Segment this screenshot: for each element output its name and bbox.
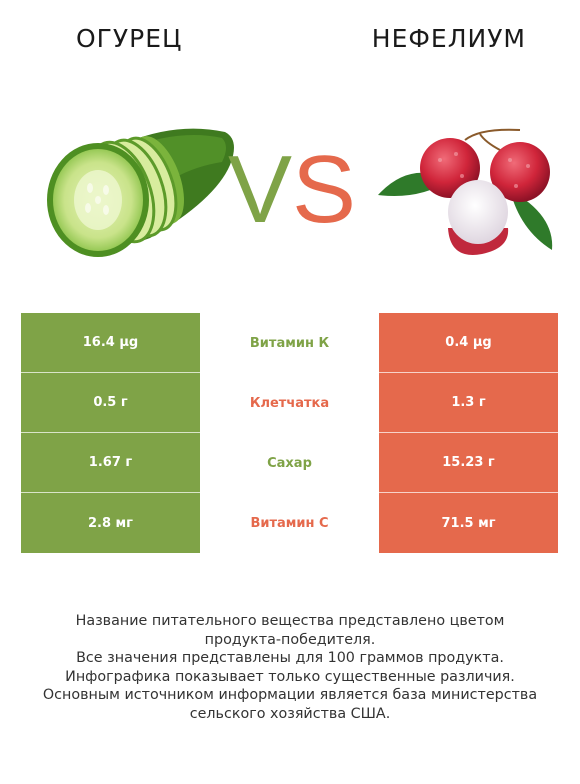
right-value: 15.23 г <box>379 433 558 493</box>
left-value: 2.8 мг <box>21 493 200 553</box>
nutrient-label: Сахар <box>200 433 379 493</box>
right-value: 71.5 мг <box>379 493 558 553</box>
right-value: 0.4 µg <box>379 313 558 373</box>
left-value: 0.5 г <box>21 373 200 433</box>
vs-label: V S <box>228 136 356 240</box>
footer-line: Инфографика показывает только существенн… <box>65 668 515 685</box>
left-product-title: ОГУРЕЦ <box>76 24 183 53</box>
footer-line: Все значения представлены для 100 граммо… <box>76 650 504 666</box>
nutrient-label: Витамин С <box>200 493 379 553</box>
right-value: 1.3 г <box>379 373 558 433</box>
footer-line: сельского хозяйства США. <box>189 705 391 722</box>
footer-line: продукта-победителя. <box>204 631 376 648</box>
left-value: 1.67 г <box>21 433 200 493</box>
footer-line: Основным источником информации является … <box>42 687 538 703</box>
table-row: 2.8 мг Витамин С 71.5 мг <box>21 493 558 553</box>
table-row: 1.67 г Сахар 15.23 г <box>21 433 558 493</box>
footer-note: Название питательного вещества представл… <box>0 612 580 723</box>
cucumber-image <box>47 128 234 257</box>
vs-v: V <box>228 136 292 240</box>
comparison-table: 16.4 µg Витамин К 0.4 µg 0.5 г Клетчатка… <box>21 313 558 553</box>
table-row: 0.5 г Клетчатка 1.3 г <box>21 373 558 433</box>
nutrient-label: Клетчатка <box>200 373 379 433</box>
left-value: 16.4 µg <box>21 313 200 373</box>
table-row: 16.4 µg Витамин К 0.4 µg <box>21 313 558 373</box>
vs-s: S <box>292 136 356 240</box>
lychee-image <box>378 128 553 255</box>
nutrient-label: Витамин К <box>200 313 379 373</box>
right-product-title: НЕФЕЛИУМ <box>371 24 526 53</box>
footer-line: Название питательного вещества представл… <box>75 613 505 629</box>
